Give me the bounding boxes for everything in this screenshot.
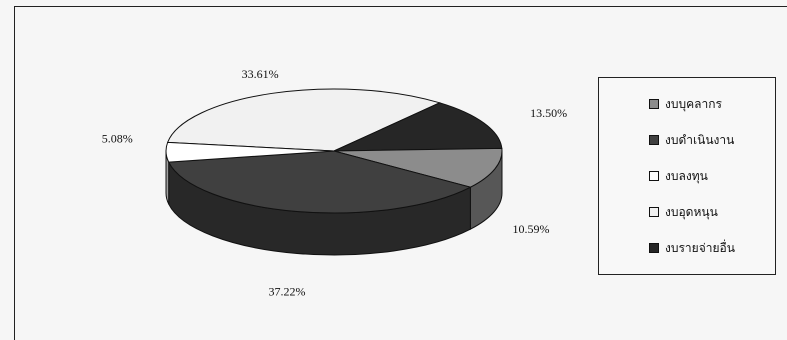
pie-slice-label: 10.59% <box>512 222 549 236</box>
legend: งบบุคลากร งบดำเนินงาน งบลงทุน งบอุดหนุน … <box>598 77 776 275</box>
pie-slice-label: 13.50% <box>530 106 567 120</box>
pie-slice-label: 37.22% <box>269 284 306 298</box>
legend-label: งบดำเนินงาน <box>665 132 735 147</box>
pie-slice <box>333 102 503 152</box>
pie-slice <box>165 141 335 163</box>
pie-tops <box>165 88 503 214</box>
legend-swatch <box>649 171 659 181</box>
chart-frame <box>14 6 787 340</box>
legend-label: งบลงทุน <box>665 168 708 183</box>
legend-item-investment: งบลงทุน <box>649 168 708 184</box>
legend-label: งบบุคลากร <box>665 96 722 111</box>
pie-slice-label: 33.61% <box>242 67 279 81</box>
legend-label: งบรายจ่ายอื่น <box>665 240 735 255</box>
legend-item-subsidy: งบอุดหนุน <box>649 204 718 220</box>
legend-swatch <box>649 243 659 253</box>
legend-swatch <box>649 99 659 109</box>
legend-swatch <box>649 207 659 217</box>
pie-slice <box>333 147 503 188</box>
legend-item-other: งบรายจ่ายอื่น <box>649 240 735 256</box>
pie-slice-label: 5.08% <box>102 131 133 145</box>
legend-label: งบอุดหนุน <box>665 204 718 219</box>
legend-swatch <box>649 135 659 145</box>
legend-item-personnel: งบบุคลากร <box>649 96 722 112</box>
pie-slice <box>167 150 472 214</box>
legend-item-operating: งบดำเนินงาน <box>649 132 734 148</box>
pie-slice <box>166 88 442 152</box>
